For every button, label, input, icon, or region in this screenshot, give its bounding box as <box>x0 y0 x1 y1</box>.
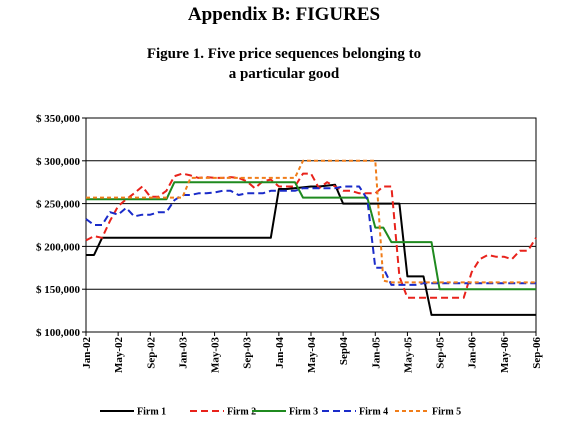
series-line-firm-2 <box>85 172 537 299</box>
x-tick-label: Jan-02 <box>81 337 93 369</box>
x-tick-label: Jan-03 <box>177 337 189 369</box>
series-layer <box>85 159 537 316</box>
series-line-firm-1 <box>86 183 536 316</box>
figure-title-line-2: a particular good <box>228 66 340 82</box>
x-tick-label: Jan-04 <box>274 337 286 369</box>
x-tick-label: Sep-06 <box>531 337 543 369</box>
y-tick-label: $ 250,000 <box>36 199 81 211</box>
y-tick-label: $ 200,000 <box>36 241 81 253</box>
figure-title: Figure 1. Five price sequences belonging… <box>0 44 568 84</box>
x-tick-label: May-02 <box>113 337 125 374</box>
series-line-firm-5 <box>86 159 536 284</box>
x-tick-label: May-06 <box>499 337 511 374</box>
grid-layer <box>86 160 536 290</box>
x-tick-label: May-05 <box>402 337 414 374</box>
series-line-firm-4 <box>85 185 536 286</box>
legend-label-firm-5: Firm 5 <box>432 407 461 418</box>
x-tick-label: May-04 <box>306 337 318 374</box>
series-line-firm-3 <box>86 181 536 291</box>
x-tick-label: Sep-05 <box>435 337 447 369</box>
y-tick-label: $ 350,000 <box>36 113 81 125</box>
appendix-title: Appendix B: FIGURES <box>187 4 381 25</box>
legend-label-firm-4: Firm 4 <box>359 407 388 418</box>
legend: Firm 1 Firm 2 Firm 3 Firm 4 Firm 5 <box>100 407 461 418</box>
x-tick-label: Sep-03 <box>242 337 254 369</box>
x-tick-label: Sep04 <box>338 337 350 366</box>
x-tick-label: Sep-02 <box>145 337 157 369</box>
x-tick-label: Jan-06 <box>467 337 479 369</box>
figure-title-line-1: Figure 1. Five price sequences belonging… <box>146 46 422 62</box>
y-tick-label: $ 150,000 <box>36 284 81 296</box>
legend-label-firm-3: Firm 3 <box>289 407 318 418</box>
x-tick-label: May-03 <box>210 337 222 374</box>
legend-label-firm-1: Firm 1 <box>137 407 166 418</box>
plot-frame <box>85 117 537 333</box>
y-tick-label: $ 300,000 <box>36 156 81 168</box>
x-tick-label: Jan-05 <box>370 337 382 369</box>
tick-layer: $ 100,000 $ 150,000 $ 200,000 $ 250,000 $ 30… <box>36 113 543 373</box>
y-tick-label: $ 100,000 <box>36 327 81 339</box>
legend-label-firm-2: Firm 2 <box>227 407 256 418</box>
